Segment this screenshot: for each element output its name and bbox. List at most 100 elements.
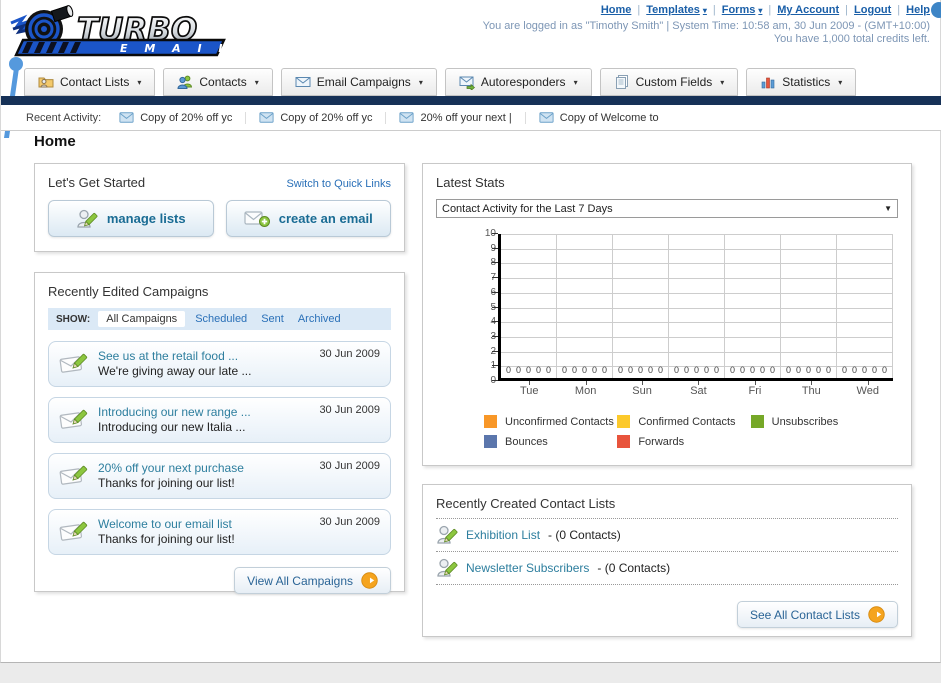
campaign-list-item[interactable]: See us at the retail food ... We're givin… — [48, 341, 391, 387]
switch-quick-links[interactable]: Switch to Quick Links — [286, 178, 391, 190]
legend-swatch — [750, 415, 764, 428]
envelope-pencil-icon — [59, 352, 89, 376]
legend-label: Confirmed Contacts — [638, 415, 736, 428]
contact-list-name[interactable]: Newsletter Subscribers — [466, 561, 590, 575]
legend-label: Unsubscribes — [771, 415, 839, 428]
top-link-home[interactable]: Home — [600, 4, 632, 16]
top-link-templates[interactable]: Templates ▾ — [646, 4, 707, 16]
recent-activity-item-label: Copy of 20% off yc — [140, 111, 233, 124]
legend-item: Forwards — [617, 435, 750, 448]
campaign-title[interactable]: Introducing our new range ... — [98, 405, 251, 419]
filter-archived[interactable]: Archived — [297, 313, 341, 325]
gridline — [501, 336, 893, 338]
legend-label: Bounces — [505, 435, 548, 448]
campaign-list-item[interactable]: 20% off your next purchase Thanks for joi… — [48, 453, 391, 499]
top-link-forms[interactable]: Forms ▾ — [721, 4, 763, 16]
x-axis-tick-label: Tue — [501, 381, 557, 397]
campaign-date: 30 Jun 2009 — [319, 460, 380, 472]
data-value-label: 0 — [759, 365, 765, 375]
recent-activity-bar: Recent Activity: Copy of 20% off yc Copy … — [1, 105, 941, 131]
campaign-subtitle: We're giving away our late ... — [98, 364, 252, 378]
filter-all-campaigns[interactable]: All Campaigns — [98, 311, 186, 327]
campaign-date: 30 Jun 2009 — [319, 516, 380, 528]
y-axis-tick — [492, 277, 498, 279]
help-bubble-icon[interactable] — [931, 2, 941, 18]
contacts-icon — [177, 74, 193, 90]
see-all-contact-lists-button[interactable]: See All Contact Lists — [736, 601, 898, 628]
campaign-title[interactable]: See us at the retail food ... — [98, 349, 239, 363]
data-value-label: 0 — [627, 365, 633, 375]
view-all-campaigns-button[interactable]: View All Campaigns — [234, 567, 391, 594]
create-email-label: create an email — [278, 211, 373, 226]
envelope-pencil-icon — [59, 520, 89, 544]
nav-tab-label: Statistics — [782, 75, 831, 89]
data-value-label: 0 — [591, 365, 597, 375]
data-value-label: 0 — [749, 365, 755, 375]
campaigns-title: Recently Edited Campaigns — [48, 284, 209, 299]
nav-tab-statistics[interactable]: Statistics ▾ — [746, 68, 857, 96]
x-axis-tick-label: Fri — [727, 381, 783, 397]
turbo-email-logo[interactable]: TURBO E M A I L — [7, 3, 235, 64]
data-value-label: 0 — [785, 365, 791, 375]
gridline — [501, 366, 893, 368]
svg-text:E M A I L: E M A I L — [120, 42, 232, 55]
nav-tab-email-campaigns[interactable]: Email Campaigns ▾ — [280, 68, 437, 96]
campaign-date: 30 Jun 2009 — [319, 404, 380, 416]
create-email-button[interactable]: create an email — [225, 200, 391, 237]
nav-tab-contact-lists[interactable]: Contact Lists ▾ — [24, 68, 156, 96]
nav-tab-label: Contact Lists — [60, 75, 130, 89]
data-value-label: 0 — [795, 365, 801, 375]
data-value-label: 0 — [601, 365, 607, 375]
nav-tab-custom-fields[interactable]: Custom Fields ▾ — [599, 68, 739, 96]
y-axis-tick — [492, 262, 498, 264]
top-link-help[interactable]: Help — [906, 4, 930, 16]
contact-list-item[interactable]: Newsletter Subscribers - (0 Contacts) — [436, 552, 898, 585]
gridline — [501, 322, 893, 324]
nav-tab-autoresponders[interactable]: Autoresponders ▾ — [444, 68, 592, 96]
recent-activity-item[interactable]: Copy of 20% off yc — [259, 111, 387, 124]
y-axis-tick — [492, 335, 498, 337]
stats-title: Latest Stats — [436, 175, 505, 190]
campaign-list-item[interactable]: Welcome to our email list Thanks for join… — [48, 509, 391, 555]
chevron-down-icon: ▾ — [720, 77, 725, 87]
top-link-logout[interactable]: Logout — [854, 4, 892, 16]
filter-scheduled[interactable]: Scheduled — [195, 313, 248, 325]
envelope-icon — [259, 112, 274, 123]
nav-tab-contacts[interactable]: Contacts ▾ — [163, 68, 273, 96]
contact-list-name[interactable]: Exhibition List — [466, 528, 541, 542]
recent-activity-item[interactable]: 20% off your next | — [399, 111, 526, 124]
manage-lists-button[interactable]: manage lists — [48, 200, 214, 237]
stats-chart: 012345678910 000000000000000000000000000… — [476, 228, 896, 397]
contact-list-item[interactable]: Exhibition List - (0 Contacts) — [436, 519, 898, 552]
filter-sent[interactable]: Sent — [261, 313, 284, 325]
chevron-down-icon: ▾ — [838, 77, 843, 87]
data-value-label: 0 — [739, 365, 745, 375]
stats-period-select[interactable]: Contact Activity for the Last 7 Days ▼ — [436, 199, 898, 218]
nav-tab-label: Email Campaigns — [316, 75, 411, 89]
campaign-title[interactable]: Welcome to our email list — [98, 517, 232, 531]
data-value-label: 0 — [617, 365, 623, 375]
data-value-label: 0 — [769, 365, 775, 375]
link-separator: | — [712, 4, 716, 16]
campaign-title[interactable]: 20% off your next purchase — [98, 461, 244, 475]
data-value-label: 0 — [673, 365, 679, 375]
gridline — [501, 307, 893, 309]
stats-period-value: Contact Activity for the Last 7 Days — [442, 202, 613, 215]
y-axis-tick — [492, 380, 498, 381]
top-link-my-account[interactable]: My Account — [777, 4, 840, 16]
recent-activity-item[interactable]: Copy of 20% off yc — [119, 111, 247, 124]
custom-fields-icon — [614, 74, 630, 90]
recent-activity-item[interactable]: Copy of Welcome to — [539, 112, 672, 124]
see-all-contact-lists-label: See All Contact Lists — [749, 607, 860, 622]
data-value-label: 0 — [841, 365, 847, 375]
campaign-list-item[interactable]: Introducing our new range ... Introducing… — [48, 397, 391, 443]
data-value-label: 0 — [545, 365, 551, 375]
y-axis-tick — [492, 350, 498, 352]
